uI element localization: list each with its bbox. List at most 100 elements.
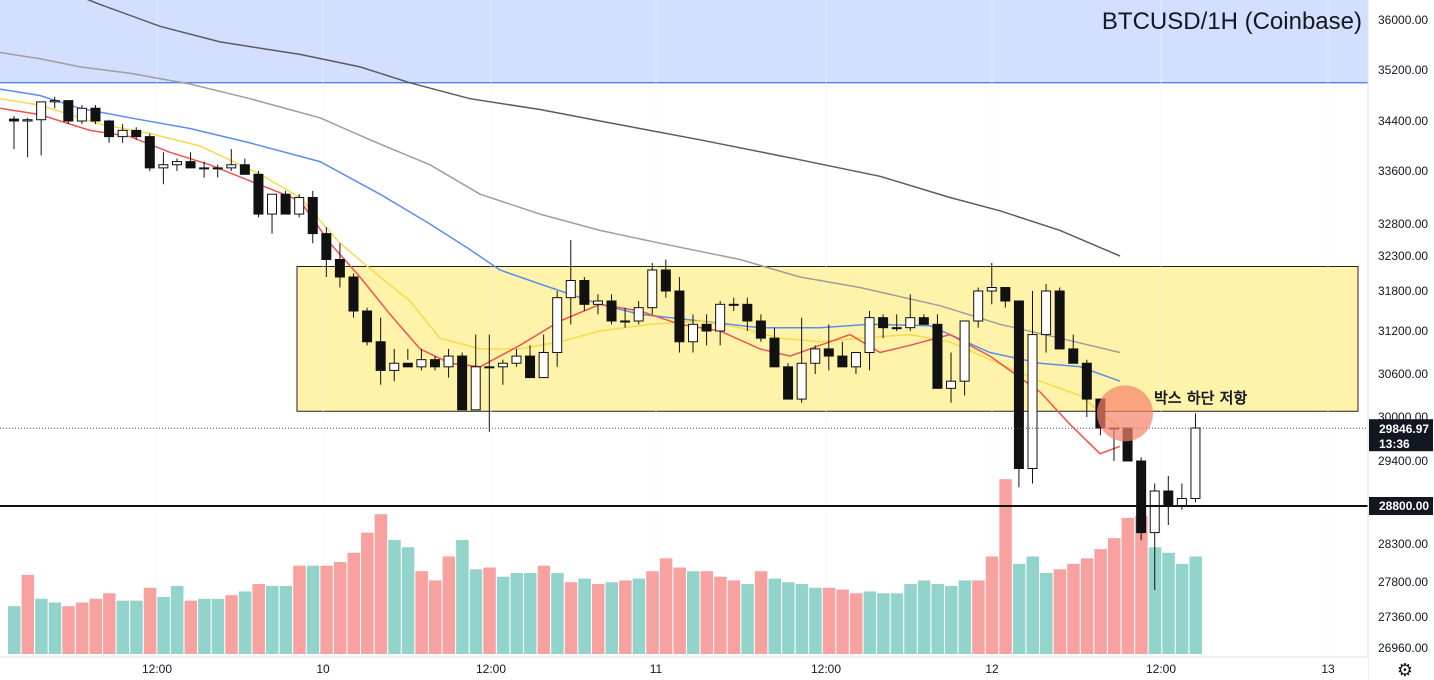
- overlays-layer: [0, 385, 1368, 507]
- chart-title: BTCUSD/1H (Coinbase): [1102, 8, 1362, 35]
- candle-body: [905, 317, 916, 329]
- volume-bar: [904, 584, 917, 654]
- x-tick-label: 11: [650, 662, 663, 676]
- candle-body: [606, 300, 617, 322]
- resistance-zone: [0, 0, 1368, 83]
- volume-bar: [116, 600, 130, 654]
- volume-bar: [537, 565, 551, 654]
- y-tick-label: 28300.00: [1378, 537, 1428, 551]
- candle-body: [959, 320, 970, 382]
- candle-body: [470, 366, 481, 411]
- volume-bar: [1053, 569, 1067, 654]
- volume-bar: [89, 598, 102, 654]
- candle-body: [294, 197, 305, 215]
- candle-body: [171, 161, 182, 166]
- volume-bar: [782, 582, 795, 654]
- volume-bar: [143, 587, 157, 654]
- candle-body: [1136, 460, 1147, 534]
- candle-body: [416, 359, 427, 368]
- candle-body: [796, 362, 807, 400]
- volume-bar: [35, 598, 48, 654]
- volume-bar: [836, 589, 849, 654]
- candle-body: [755, 320, 766, 339]
- volume-bar: [524, 573, 537, 654]
- volume-bar: [293, 565, 306, 654]
- zones-layer: [0, 0, 1368, 412]
- candle-body: [823, 348, 834, 357]
- volume-bar: [741, 584, 754, 654]
- candle-body: [701, 323, 712, 332]
- volume-bar: [401, 547, 415, 654]
- candle-body: [1000, 287, 1011, 302]
- candle-body: [986, 287, 997, 292]
- y-tick-label: 32800.00: [1378, 217, 1428, 231]
- candle-body: [1068, 348, 1079, 364]
- candle-body: [226, 164, 237, 169]
- candle-body: [63, 100, 74, 122]
- candle-body: [402, 362, 413, 368]
- volume-bar: [225, 595, 238, 654]
- candle-body: [552, 297, 563, 353]
- volume-bar: [21, 574, 35, 654]
- candle-body: [918, 317, 929, 325]
- candle-body: [647, 269, 658, 309]
- volume-bar: [768, 578, 781, 654]
- volume-bar: [632, 578, 646, 654]
- volume-bar: [687, 571, 700, 654]
- candle-body: [620, 320, 631, 323]
- volume-bar: [1107, 538, 1121, 654]
- volume-bar: [619, 580, 632, 654]
- volume-bar: [456, 539, 469, 654]
- y-tick-label: 35200.00: [1378, 63, 1428, 77]
- candle-body: [1163, 490, 1174, 507]
- volume-bar: [1012, 563, 1026, 654]
- volume-bar: [646, 571, 659, 654]
- volume-bar: [198, 598, 211, 654]
- gear-icon[interactable]: ⚙: [1397, 660, 1413, 680]
- volume-bar: [1080, 558, 1094, 654]
- candle-body: [307, 197, 318, 235]
- candle-body: [1149, 490, 1160, 534]
- time-axis[interactable]: 12:00 10 12:00 11 12:00 12 12:00 13: [142, 662, 1335, 676]
- candle-body: [688, 323, 698, 343]
- volume-bar: [999, 479, 1012, 654]
- x-tick-label: 12:00: [142, 662, 172, 676]
- y-tick-label: 29400.00: [1378, 454, 1428, 468]
- x-tick-label: 10: [316, 662, 330, 676]
- candle-body: [891, 327, 902, 330]
- volume-bar: [483, 567, 496, 654]
- candle-body: [429, 359, 440, 368]
- y-tick-label: 27360.00: [1378, 610, 1428, 624]
- candle-body: [1176, 498, 1187, 507]
- volume-bar: [917, 580, 931, 654]
- candle-body: [280, 193, 291, 215]
- candle-body: [864, 317, 875, 353]
- candle-body: [36, 101, 47, 121]
- volume-bar: [130, 600, 143, 654]
- volume-bar: [415, 571, 428, 654]
- price-axis[interactable]: 36000.00 35200.00 34400.00 33600.00 32800.00…: [1378, 13, 1428, 655]
- candle-body: [158, 164, 169, 169]
- x-tick-label: 13: [1321, 662, 1335, 676]
- volume-bar: [75, 602, 89, 654]
- volume-bar: [238, 591, 252, 654]
- candle-body: [715, 303, 726, 332]
- highlight-circle: [1097, 385, 1153, 442]
- candle-body: [769, 337, 780, 368]
- volume-bar: [985, 556, 999, 654]
- candle-body: [579, 280, 590, 305]
- time-axis-bg: [0, 657, 1368, 680]
- candle-body: [117, 129, 128, 138]
- volume-bar: [945, 585, 958, 654]
- volume-bar: [388, 539, 401, 654]
- candle-body: [22, 119, 33, 122]
- volume-bar: [1175, 563, 1189, 654]
- volume-bar: [374, 514, 388, 654]
- volume-bar: [877, 593, 890, 654]
- candle-body: [49, 100, 60, 103]
- volume-bar: [564, 582, 578, 654]
- volume-bar: [279, 585, 293, 654]
- candle-body: [199, 167, 210, 170]
